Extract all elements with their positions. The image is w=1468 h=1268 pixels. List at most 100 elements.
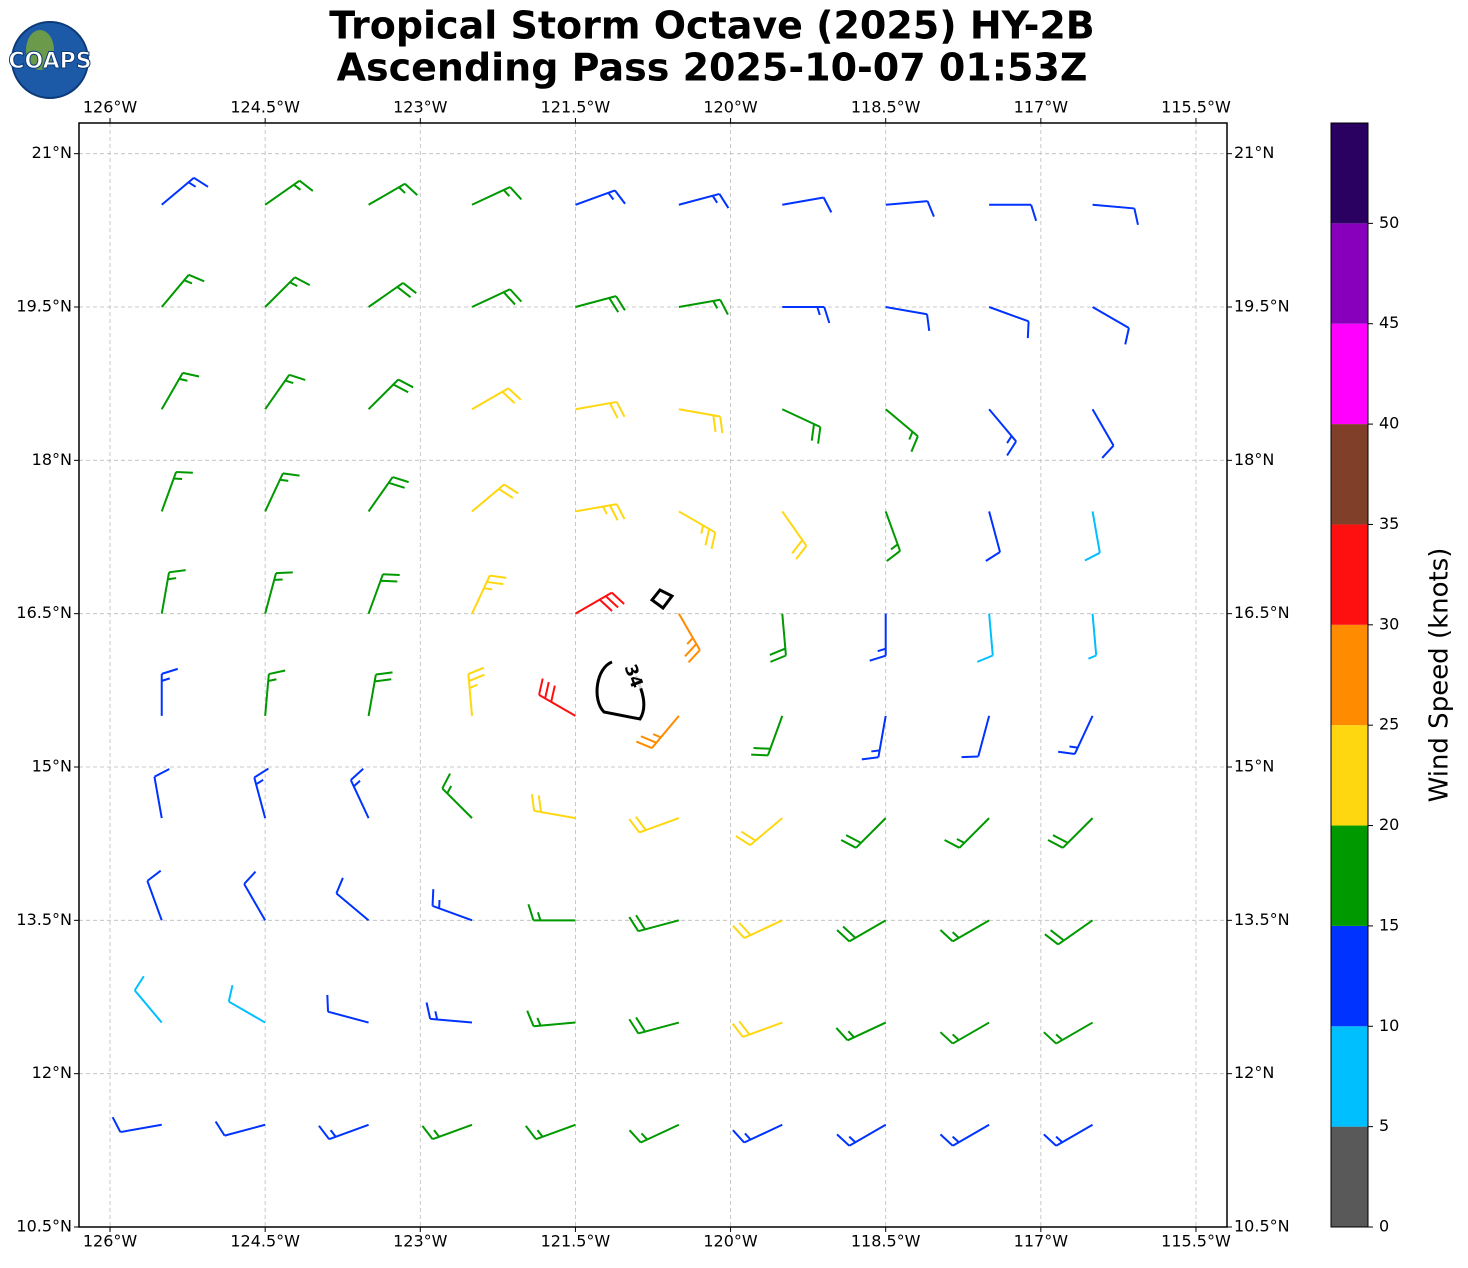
wind-barb: [335, 877, 370, 922]
map-frame: [78, 122, 1228, 1228]
x-tick-label: 120°W: [703, 1232, 758, 1251]
wind-barb: [732, 919, 783, 939]
x-tick-label: 121.5°W: [541, 1232, 611, 1251]
wind-barb: [471, 574, 507, 615]
wind-barb: [939, 1123, 990, 1147]
wind-barb: [1091, 408, 1115, 459]
wind-barb: [678, 298, 729, 316]
y-tick-label: 19.5°N: [16, 297, 72, 316]
colorbar-tick-label: 0: [1379, 1217, 1389, 1236]
colorbar-segment: [1331, 925, 1368, 1027]
wind-barb: [367, 671, 393, 717]
wind-barb: [781, 510, 808, 560]
colorbar-tick-label: 35: [1379, 514, 1399, 533]
wind-barb: [939, 919, 990, 943]
wind-barb: [1047, 817, 1094, 849]
wind-barb: [527, 904, 576, 922]
wind-barb: [367, 573, 400, 615]
title: Tropical Storm Octave (2025) HY-2B: [329, 4, 1095, 48]
colorbar-tick-label: 40: [1379, 414, 1399, 433]
wind-barb: [538, 678, 576, 717]
wind-barb: [243, 870, 267, 921]
wind-barb: [1058, 715, 1094, 755]
x-tick-label: 117°W: [1014, 98, 1069, 117]
wind-barb: [1092, 306, 1130, 345]
colorbar-segment: [1331, 825, 1368, 926]
wind-barb: [367, 476, 409, 513]
wind-barb: [425, 1002, 473, 1024]
y-tick-label: 18°N: [1234, 450, 1274, 469]
colorbar-segment: [1331, 524, 1368, 625]
wind-barb: [782, 196, 833, 213]
colorbar-segment: [1331, 323, 1368, 425]
grid: [79, 123, 1227, 1228]
wind-barb: [161, 176, 209, 206]
wind-barb: [678, 192, 730, 209]
wind-barb: [160, 667, 179, 716]
wind-barb: [1084, 511, 1101, 562]
wind-barb: [526, 1010, 576, 1028]
wind-barb: [227, 984, 266, 1024]
contour-label-box: [618, 659, 650, 693]
wind-barb: [133, 975, 163, 1024]
contour: 34: [595, 588, 675, 721]
wind-barb: [781, 408, 822, 444]
y-tick-label: 10.5°N: [1234, 1217, 1290, 1236]
colorbar-segment: [1331, 1026, 1368, 1127]
wind-barb: [421, 1123, 473, 1141]
logo: COAPS: [8, 21, 92, 99]
wind-barb: [575, 189, 626, 206]
wind-barb: [368, 182, 418, 206]
wind-barb: [869, 613, 887, 662]
wind-barb: [264, 472, 300, 512]
wind-barb: [1043, 1123, 1094, 1147]
wind-barb: [575, 295, 626, 313]
x-tick-label: 123°W: [393, 1232, 448, 1251]
colorbar-segment: [1331, 223, 1368, 324]
y-tick-label: 12°N: [1234, 1063, 1274, 1082]
wind-barb: [628, 816, 680, 834]
wind-barb: [431, 889, 473, 922]
y-tick-label: 16.5°N: [1234, 603, 1290, 622]
wind-barb: [988, 408, 1017, 457]
colorbar-tick-label: 10: [1379, 1016, 1399, 1035]
wind-barb: [160, 470, 193, 512]
x-tick-label: 124.5°W: [230, 1232, 300, 1251]
wind-barb: [441, 773, 473, 819]
wind-barb: [264, 373, 306, 410]
wind-barb: [471, 387, 522, 411]
wind-barb: [735, 817, 783, 846]
colorbar-tick-label: 20: [1379, 815, 1399, 834]
wind-barb: [835, 1021, 887, 1042]
wind-barb: [782, 306, 831, 324]
wind-barb: [264, 571, 293, 614]
wind-barb: [160, 371, 200, 410]
wind-barb: [1043, 1021, 1094, 1045]
wind-barb: [471, 483, 519, 513]
y-tick-label: 10.5°N: [16, 1217, 72, 1236]
wind-barb: [884, 511, 902, 562]
x-tick-label: 123°W: [393, 98, 448, 117]
wind-barb: [367, 378, 414, 410]
x-tick-label: 115.5°W: [1161, 98, 1231, 117]
wind-barb: [160, 569, 186, 614]
colorbar: 0 5 10 15 20 25 30 35 40 45 50: [1330, 122, 1399, 1236]
wind-barb: [944, 817, 990, 849]
wind-barb: [769, 613, 787, 663]
wind-barb: [160, 273, 205, 308]
wind-barb: [1088, 613, 1098, 660]
wind-barb: [989, 203, 1038, 222]
wind-barb: [836, 919, 887, 943]
x-tick-label: 120°W: [703, 98, 758, 117]
wind-barb: [264, 669, 286, 716]
wind-barb: [985, 511, 1001, 562]
colorbar-tick-label: 30: [1379, 614, 1399, 633]
wind-barb: [471, 288, 523, 308]
contour-line: [649, 588, 675, 611]
x-tick-label: 118.5°W: [851, 98, 921, 117]
wind-barb: [1092, 203, 1139, 226]
wind-barb: [976, 613, 994, 663]
y-tick-label: 13.5°N: [16, 910, 72, 929]
wind-barb: [318, 1123, 369, 1141]
